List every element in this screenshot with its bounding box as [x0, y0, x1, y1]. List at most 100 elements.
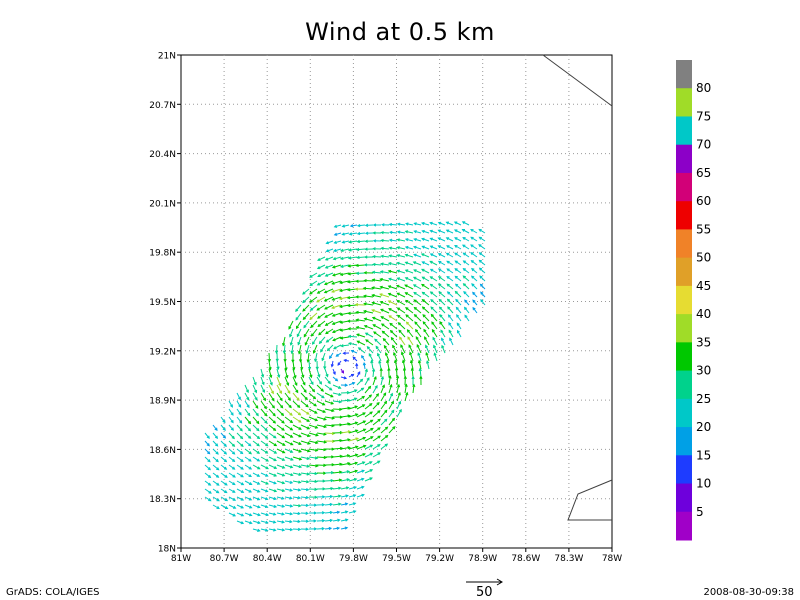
- wind-vector: [317, 288, 326, 294]
- colorbar-segment: [676, 201, 692, 230]
- wind-vector: [236, 392, 241, 400]
- wind-vector-head: [322, 402, 326, 406]
- wind-vector-head: [254, 397, 258, 401]
- wind-vector: [228, 400, 233, 408]
- wind-vector: [268, 480, 277, 484]
- wind-vector: [356, 420, 366, 426]
- wind-vector-head: [343, 376, 348, 380]
- wind-vector: [296, 320, 302, 329]
- wind-vector-head: [254, 389, 258, 394]
- wind-vector: [324, 432, 335, 435]
- wind-vector-head: [293, 375, 297, 379]
- wind-vector-head: [377, 352, 381, 357]
- wind-vector: [228, 472, 236, 478]
- wind-vector-head: [421, 299, 425, 303]
- wind-vector-head: [437, 229, 441, 233]
- wind-vector: [228, 440, 235, 447]
- wind-vector-head: [369, 469, 374, 473]
- wind-vector-head: [346, 470, 351, 474]
- wind-vector: [268, 408, 276, 417]
- wind-vector-head: [433, 344, 437, 349]
- wind-vector: [381, 247, 390, 250]
- wind-vector: [356, 264, 366, 267]
- wind-vector-head: [326, 347, 331, 352]
- wind-vector-head: [331, 313, 336, 317]
- wind-vector: [374, 338, 382, 346]
- wind-vector: [300, 424, 310, 430]
- wind-vector-head: [265, 520, 269, 524]
- wind-vector: [389, 231, 398, 234]
- wind-vector-head: [355, 429, 359, 433]
- wind-vector: [381, 239, 390, 242]
- wind-vector: [448, 314, 454, 322]
- wind-vector-head: [264, 427, 268, 432]
- colorbar-segment: [676, 370, 692, 400]
- wind-vector: [364, 469, 373, 474]
- wind-vector: [220, 496, 228, 502]
- wind-vector-head: [333, 240, 337, 244]
- wind-vector: [364, 436, 374, 442]
- wind-vector: [413, 276, 422, 282]
- wind-vector: [372, 376, 377, 386]
- wind-vector-head: [331, 281, 335, 285]
- wind-vector-head: [300, 366, 304, 371]
- wind-vector-head: [256, 450, 261, 454]
- wind-vector-head: [410, 367, 415, 371]
- wind-vector: [372, 427, 381, 434]
- wind-vector: [377, 353, 382, 362]
- wind-vector-head: [339, 446, 344, 451]
- wind-vector: [309, 280, 318, 286]
- wind-vector-head: [289, 465, 294, 469]
- wind-vector-head: [396, 307, 401, 311]
- wind-vector-head: [313, 511, 318, 515]
- wind-vector-head: [430, 299, 434, 303]
- wind-vector: [455, 291, 462, 298]
- wind-vector: [462, 275, 470, 282]
- wind-vector: [290, 336, 294, 346]
- wind-vector-head: [290, 457, 294, 461]
- wind-vector-head: [375, 393, 380, 397]
- wind-vector-head: [248, 451, 253, 455]
- wind-vector: [308, 464, 318, 467]
- wind-vector-head: [215, 451, 219, 455]
- wind-vector-head: [322, 479, 326, 483]
- wind-vector-head: [421, 276, 425, 280]
- wind-vector-head: [289, 427, 294, 431]
- wind-vector-head: [331, 424, 335, 428]
- wind-vector: [276, 368, 280, 378]
- wind-vector-head: [347, 264, 351, 268]
- colorbar-segment: [676, 342, 692, 372]
- wind-vector-head: [362, 436, 367, 440]
- colorbar-label: 15: [696, 448, 711, 462]
- wind-vector: [276, 416, 285, 424]
- wind-vector-head: [388, 315, 392, 319]
- wind-vector: [308, 448, 318, 452]
- wind-vector-head: [448, 329, 452, 333]
- wind-vector-head: [278, 383, 282, 387]
- wind-vector-head: [372, 255, 376, 259]
- wind-vector: [356, 412, 366, 418]
- wind-vector: [388, 393, 393, 402]
- wind-vector-head: [346, 319, 351, 323]
- wind-vector: [300, 408, 310, 415]
- wind-vector-head: [353, 477, 358, 482]
- wind-vector-head: [346, 296, 351, 300]
- wind-vector-head: [352, 502, 357, 506]
- wind-vector-head: [413, 313, 418, 318]
- wind-vector-head: [339, 470, 343, 474]
- wind-vector: [268, 496, 277, 500]
- wind-vector: [414, 321, 422, 330]
- wind-vector-head: [318, 340, 323, 345]
- wind-vector: [462, 237, 470, 242]
- wind-vector-head: [317, 323, 321, 328]
- wind-vector-head: [367, 385, 372, 389]
- wind-vector-head: [273, 504, 278, 508]
- wind-vector: [389, 239, 398, 242]
- wind-vector: [316, 368, 320, 377]
- wind-vector: [406, 223, 414, 226]
- wind-vector-head: [298, 359, 303, 363]
- wind-vector-head: [354, 461, 359, 465]
- wind-vector: [372, 460, 380, 466]
- wind-vector-head: [377, 418, 381, 422]
- wind-vector: [462, 229, 470, 234]
